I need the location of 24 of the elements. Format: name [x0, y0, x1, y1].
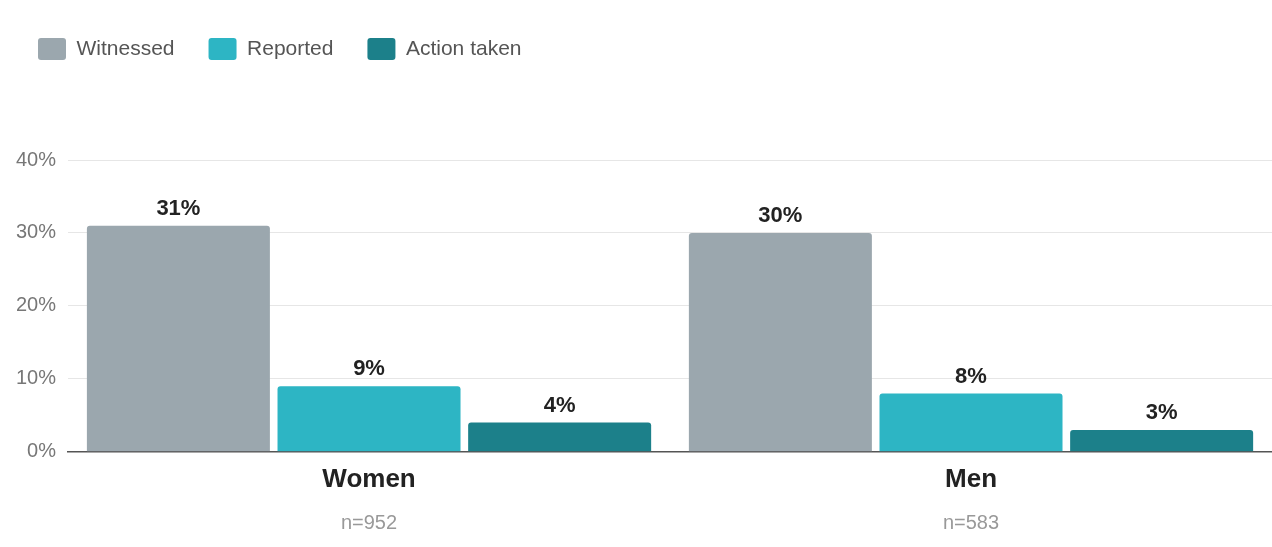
y-tick-label: 40%	[16, 147, 57, 170]
y-tick-label: 0%	[27, 439, 57, 462]
bar	[277, 386, 461, 452]
x-tick-label: Women	[322, 462, 416, 493]
legend-label: Action taken	[405, 35, 522, 59]
data-label: 30%	[758, 202, 803, 228]
bar	[879, 393, 1063, 452]
text: n=952	[340, 510, 398, 533]
bar	[86, 225, 270, 452]
bar	[1070, 429, 1254, 452]
legend-label: Reported	[247, 35, 334, 59]
legend-label: Witnessed	[76, 35, 175, 59]
text: n=583	[942, 510, 1000, 533]
data-label: 3%	[1145, 398, 1178, 424]
bar	[468, 422, 652, 452]
y-tick-label: 20%	[16, 293, 57, 316]
data-label: 4%	[543, 391, 576, 417]
x-tick-label: Men	[945, 462, 998, 493]
data-label: 9%	[353, 355, 385, 381]
data-label: 8%	[955, 362, 987, 388]
y-tick-label: 30%	[16, 220, 57, 243]
bar	[688, 232, 872, 452]
data-label: 31%	[156, 194, 201, 220]
y-tick-label: 10%	[16, 366, 57, 389]
